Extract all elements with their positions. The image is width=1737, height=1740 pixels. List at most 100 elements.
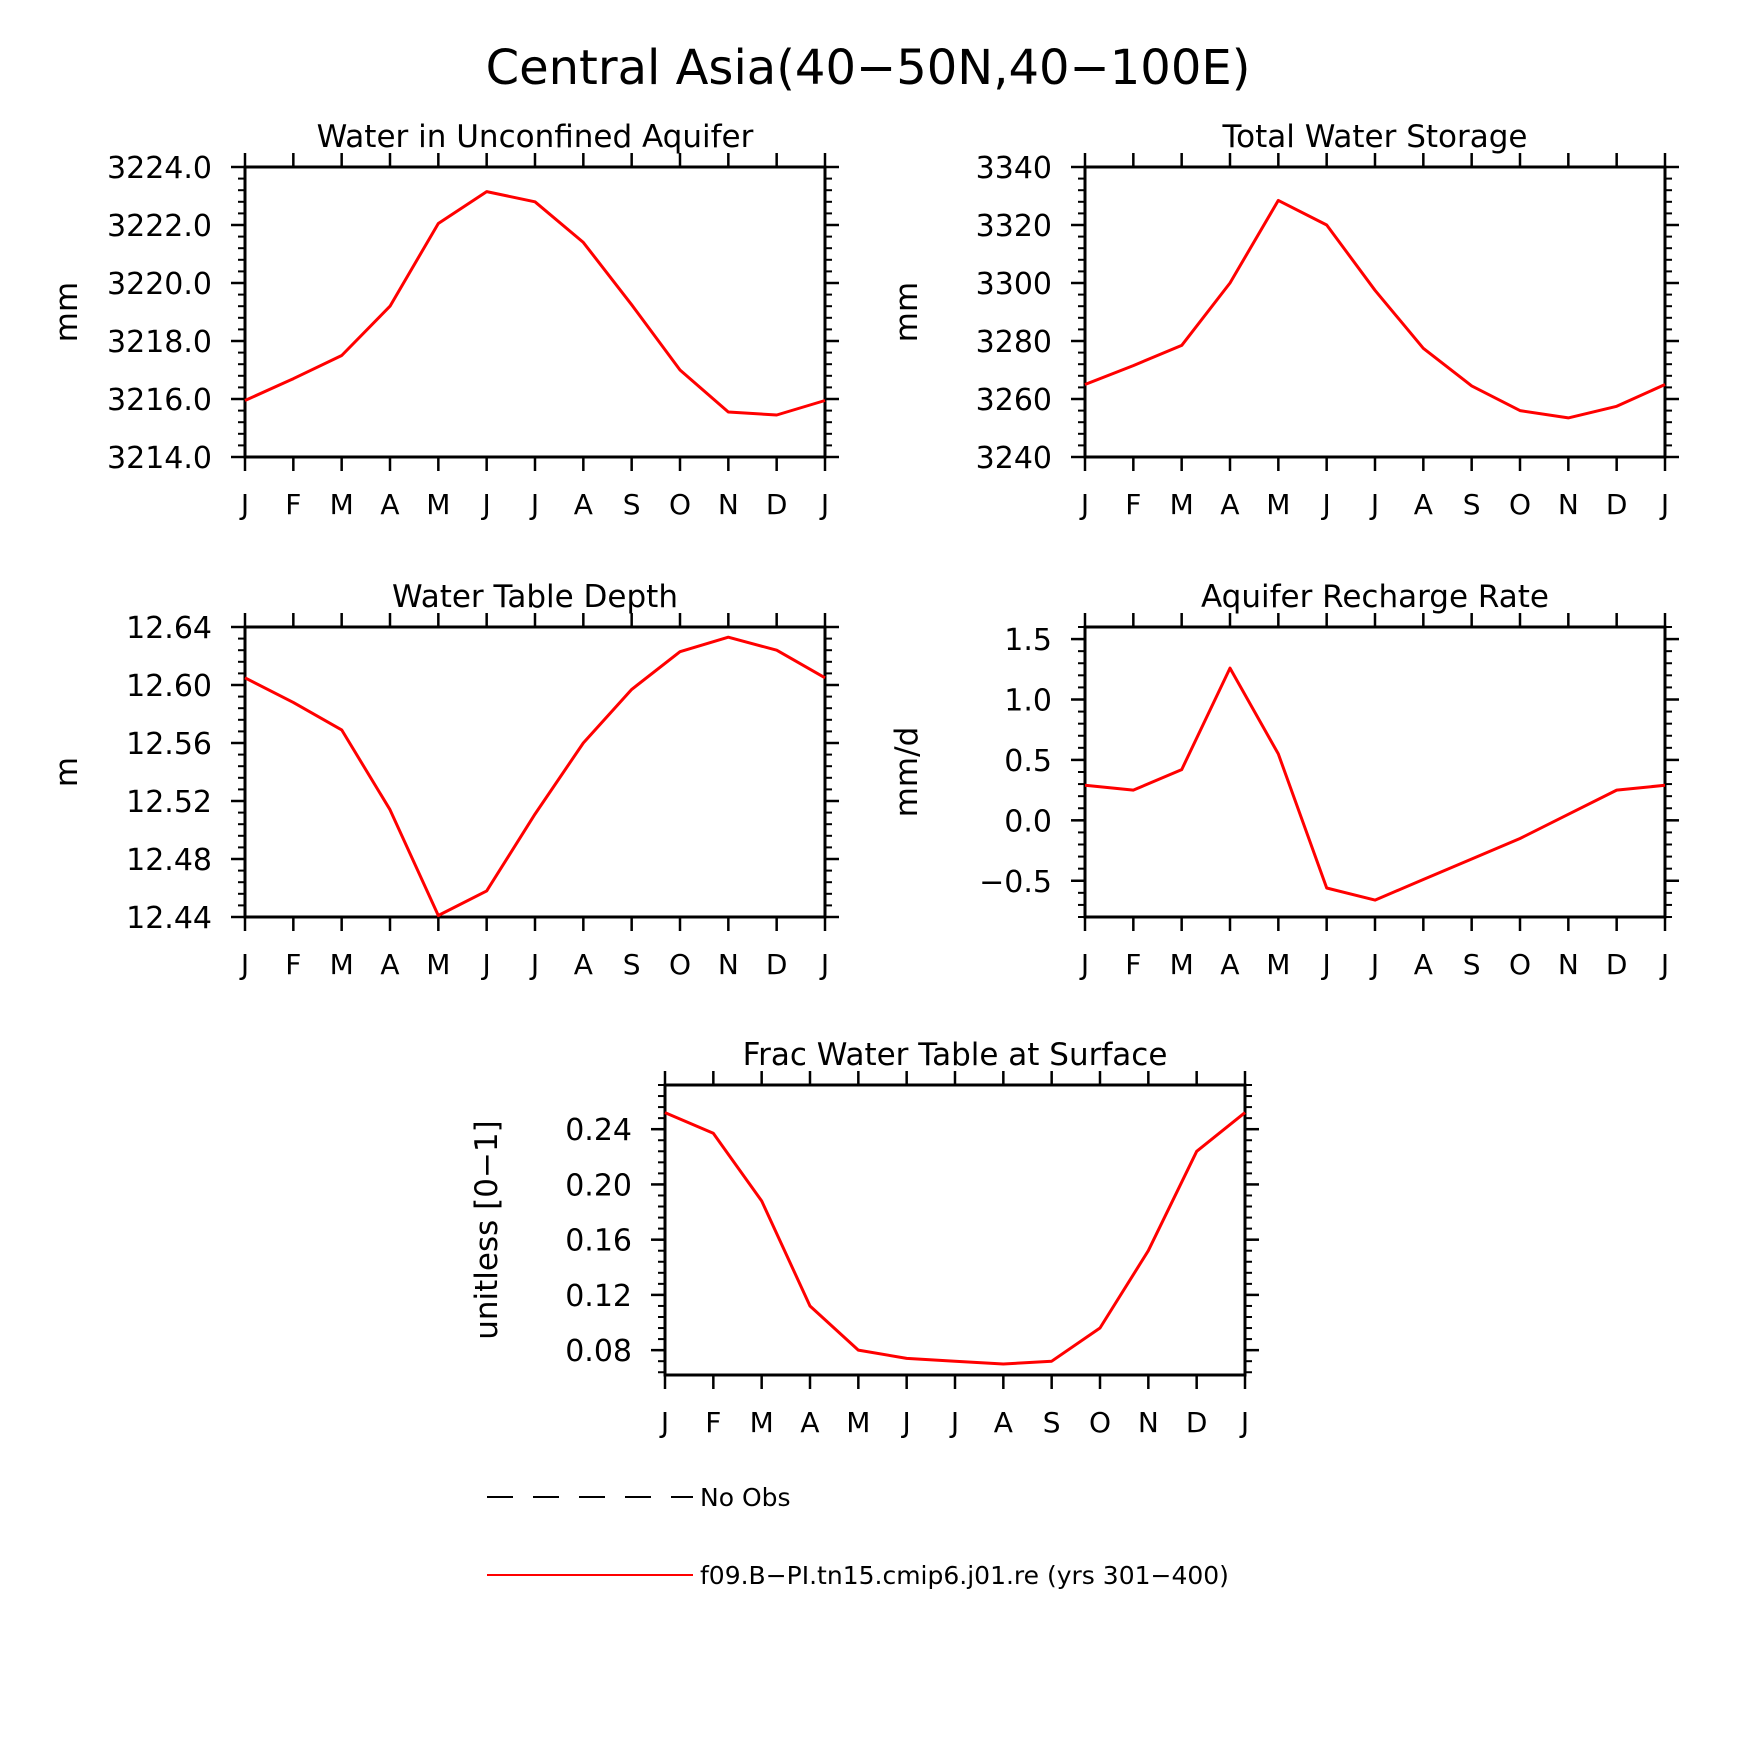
- series-line: [244, 635, 826, 917]
- y-axis-label: unitless [0−1]: [469, 1120, 505, 1340]
- y-tick-label: 0.24: [565, 1113, 632, 1148]
- chart-title: Aquifer Recharge Rate: [1201, 579, 1549, 615]
- x-tick-label: S: [623, 948, 641, 981]
- x-tick-label: M: [1170, 948, 1194, 981]
- y-tick-label: 1.0: [1004, 684, 1052, 719]
- x-tick-label: N: [1558, 488, 1579, 521]
- x-tick-label: J: [819, 948, 829, 981]
- y-tick-label: 12.56: [126, 727, 212, 762]
- y-tick-label: 12.44: [126, 901, 212, 936]
- x-tick-label: J: [529, 488, 539, 521]
- x-tick-label: M: [846, 1406, 870, 1439]
- x-tick-label: J: [1369, 488, 1379, 521]
- x-tick-label: A: [1414, 948, 1433, 981]
- y-axis-label: mm/d: [889, 727, 925, 818]
- y-tick-label: 3340: [976, 151, 1052, 186]
- y-tick-label: 0.16: [565, 1224, 632, 1259]
- y-axis: 3214.0 3216.0 3218.0 3220.0 3222.0 3224.0: [107, 151, 839, 476]
- legend-no-obs-label: No Obs: [700, 1483, 791, 1512]
- series-line: [244, 190, 826, 417]
- x-tick-label: M: [1266, 948, 1290, 981]
- x-tick-label: A: [994, 1406, 1013, 1439]
- series-line: [1084, 198, 1666, 420]
- x-tick-label: S: [1463, 948, 1481, 981]
- plot-frame: [243, 625, 827, 919]
- x-tick-label: J: [1321, 488, 1331, 521]
- x-tick-label: J: [819, 488, 829, 521]
- x-tick-label: M: [330, 948, 354, 981]
- y-tick-label: 3220.0: [107, 267, 212, 302]
- x-tick-label: A: [1220, 948, 1239, 981]
- x-tick-label: J: [1321, 948, 1331, 981]
- y-tick-label: 12.60: [126, 669, 212, 704]
- y-tick-label: 3320: [976, 209, 1052, 244]
- y-tick-label: 12.52: [126, 785, 212, 820]
- x-tick-label: O: [669, 488, 691, 521]
- x-tick-label: F: [705, 1406, 721, 1439]
- y-tick-label: 3214.0: [107, 441, 212, 476]
- x-tick-label: S: [623, 488, 641, 521]
- y-tick-label: 0.12: [565, 1279, 632, 1314]
- x-tick-label: J: [1079, 488, 1089, 521]
- y-axis: −0.5 0.0 0.5 1.0 1.5: [979, 623, 1679, 918]
- y-tick-label: 3280: [976, 325, 1052, 360]
- x-tick-label: N: [718, 488, 739, 521]
- x-tick-label: A: [1414, 488, 1433, 521]
- y-axis: 3240 3260 3280 3300 3320 3340: [976, 151, 1679, 476]
- y-tick-label: 12.48: [126, 843, 212, 878]
- x-tick-label: O: [1509, 948, 1531, 981]
- y-axis-label: mm: [49, 282, 85, 342]
- chart-title: Water Table Depth: [392, 579, 678, 615]
- x-tick-label: O: [1509, 488, 1531, 521]
- x-tick-label: O: [669, 948, 691, 981]
- x-tick-label: D: [1606, 948, 1628, 981]
- x-tick-label: J: [1659, 948, 1669, 981]
- y-tick-label: 0.08: [565, 1334, 632, 1369]
- x-tick-label: S: [1043, 1406, 1061, 1439]
- x-tick-label: D: [766, 948, 788, 981]
- x-tick-label: A: [380, 948, 399, 981]
- plot-frame: [1083, 625, 1667, 919]
- x-tick-label: N: [718, 948, 739, 981]
- y-axis: 12.44 12.48 12.52 12.56 12.60 12.64: [126, 611, 839, 936]
- x-tick-label: J: [1239, 1406, 1249, 1439]
- x-tick-label: N: [1558, 948, 1579, 981]
- x-tick-label: J: [949, 1406, 959, 1439]
- x-tick-label: A: [800, 1406, 819, 1439]
- x-tick-label: F: [285, 948, 301, 981]
- y-tick-label: 3222.0: [107, 209, 212, 244]
- y-tick-label: 0.0: [1004, 804, 1052, 839]
- chart-panel-3: J F M A M J J A S O N D J12.4412.4812.5212.5612.6012…: [49, 579, 839, 981]
- y-tick-label: 1.5: [1004, 623, 1052, 658]
- x-tick-label: S: [1463, 488, 1481, 521]
- x-tick-label: O: [1089, 1406, 1111, 1439]
- x-tick-label: M: [750, 1406, 774, 1439]
- series-line: [664, 1111, 1246, 1366]
- y-tick-label: 3216.0: [107, 383, 212, 418]
- x-tick-label: J: [481, 488, 491, 521]
- panels: J F M A M J J A S O N D J3214.03216.03218.03220.0322…: [49, 119, 1679, 1439]
- x-tick-label: F: [1125, 488, 1141, 521]
- x-tick-label: F: [1125, 948, 1141, 981]
- x-tick-label: A: [574, 948, 593, 981]
- y-axis-label: m: [49, 757, 85, 787]
- y-tick-label: 0.5: [1004, 744, 1052, 779]
- plot-frame: [1083, 165, 1667, 459]
- x-tick-label: D: [1606, 488, 1628, 521]
- legend: No Obs f09.B−PI.tn15.cmip6.j01.re (yrs 3…: [487, 1483, 1229, 1590]
- x-tick-label: D: [1186, 1406, 1208, 1439]
- series-line: [1084, 666, 1666, 902]
- chart-title: Total Water Storage: [1221, 119, 1527, 155]
- y-tick-label: 3224.0: [107, 151, 212, 186]
- x-tick-label: F: [285, 488, 301, 521]
- figure-title: Central Asia(40−50N,40−100E): [486, 40, 1251, 96]
- y-tick-label: 3218.0: [107, 325, 212, 360]
